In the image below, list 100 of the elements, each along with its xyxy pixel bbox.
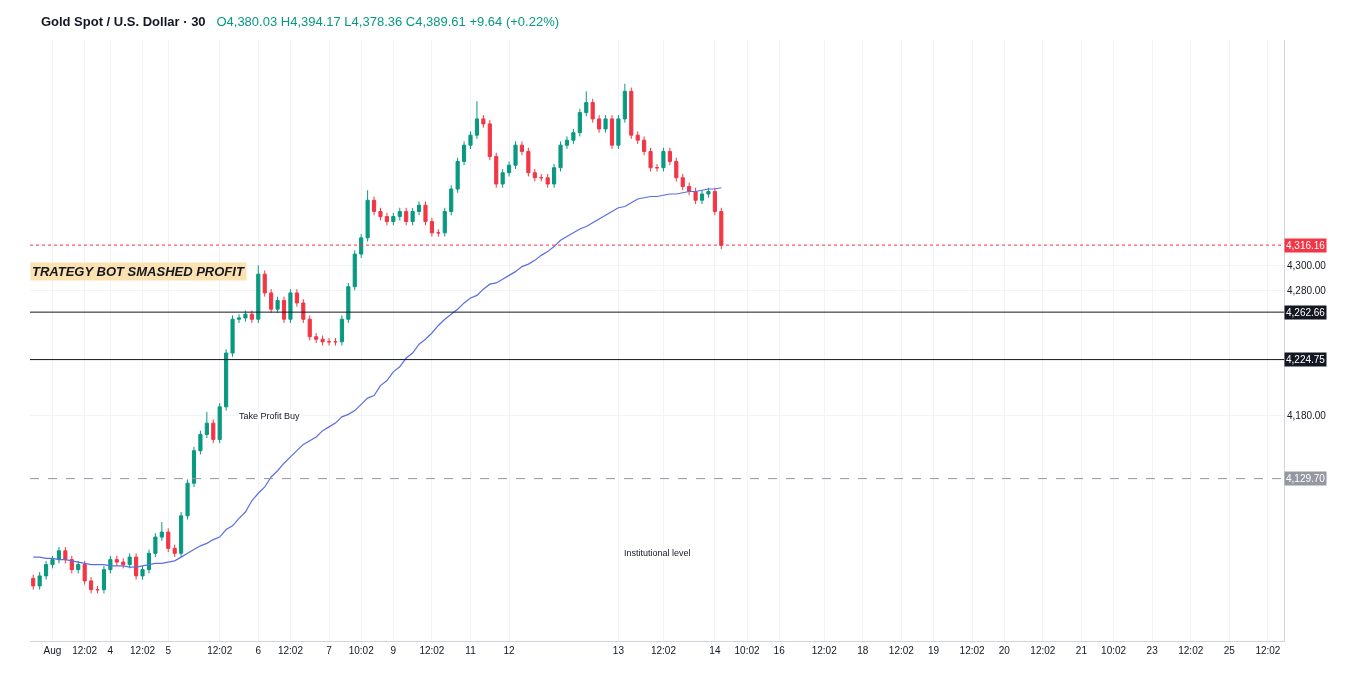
candlestick — [616, 114, 621, 150]
x-tick-label: 12:02 — [277, 645, 304, 656]
candlestick — [230, 314, 235, 358]
x-tick-label: 7 — [326, 645, 333, 656]
x-tick-label: 12:02 — [130, 645, 156, 656]
candlestick — [339, 314, 344, 347]
candlestick — [648, 147, 653, 172]
candlestick — [31, 574, 36, 591]
candlestick — [288, 288, 293, 324]
candlestick — [307, 314, 312, 341]
x-tick-label: 14 — [709, 645, 721, 656]
x-tick-label: 12:02 — [72, 645, 98, 656]
y-tick-label: 4,300.00 — [1287, 259, 1327, 271]
x-tick-label: 12:02 — [811, 645, 838, 656]
candlestick — [687, 182, 692, 196]
ref-line-label: 4,262.66 — [1286, 307, 1326, 318]
x-tick-label: 12:02 — [1030, 645, 1056, 656]
candlestick — [455, 157, 460, 194]
x-tick-label: 12 — [503, 645, 516, 656]
candlestick — [558, 140, 563, 172]
x-tick-label: 12:02 — [650, 645, 677, 656]
candlestick — [224, 348, 229, 412]
x-tick-label: 25 — [1223, 645, 1236, 656]
candlestick — [622, 83, 627, 124]
candlestick — [699, 189, 705, 205]
y-tick-label: 4,180.00 — [1287, 410, 1327, 422]
x-tick-label: 13 — [612, 645, 625, 656]
x-tick-label: 20 — [998, 645, 1011, 656]
candlestick — [101, 565, 107, 594]
candlestick — [603, 114, 608, 134]
candlestick — [179, 511, 184, 558]
x-tick-label: 18 — [857, 645, 869, 656]
candlestick — [391, 212, 396, 226]
candlestick — [121, 557, 126, 569]
ref-line-label: 4,224.75 — [1286, 354, 1326, 365]
x-tick-label: 10:02 — [1101, 645, 1127, 656]
candlestick — [410, 207, 415, 226]
candlestick — [661, 147, 666, 172]
candlestick — [82, 560, 87, 586]
candlestick — [712, 187, 717, 216]
x-tick-label: 12:02 — [207, 645, 233, 656]
x-tick-label: Aug — [43, 645, 62, 656]
candlestick — [236, 313, 242, 324]
candlestick — [63, 546, 68, 564]
ref-line-label: 4,316.16 — [1286, 240, 1326, 251]
x-tick-label: 12:02 — [888, 645, 915, 656]
candlestick — [191, 446, 197, 488]
candlestick — [416, 201, 422, 216]
candlestick — [89, 576, 94, 594]
candlestick — [532, 168, 537, 182]
candlestick — [378, 207, 383, 221]
candlestick — [513, 140, 518, 170]
x-tick-label: 12:02 — [419, 645, 445, 656]
candlestick — [166, 527, 171, 553]
ref-line-label: 4,129.70 — [1286, 473, 1326, 484]
candlestick — [294, 288, 299, 308]
candlestick — [590, 98, 595, 124]
candlestick — [50, 555, 55, 569]
candlestick — [667, 147, 672, 166]
x-tick-label: 21 — [1075, 645, 1088, 656]
annotation: TRATEGY BOT SMASHED PROFIT — [32, 264, 245, 279]
candlestick — [609, 114, 615, 150]
candlestick — [146, 549, 152, 574]
x-tick-label: 5 — [165, 645, 172, 656]
candlestick — [423, 201, 428, 226]
x-tick-label: 11 — [465, 645, 477, 656]
x-tick-label: 4 — [107, 645, 114, 656]
candlestick — [314, 332, 319, 344]
candlestick — [172, 544, 177, 558]
candlestick — [500, 168, 505, 189]
candlestick — [404, 207, 409, 226]
candlestick — [262, 269, 267, 298]
candlestick — [365, 189, 370, 243]
candlestick — [44, 560, 49, 581]
candlestick — [153, 532, 158, 558]
candlestick — [243, 309, 248, 323]
candlestick — [674, 157, 679, 182]
candlestick — [371, 196, 377, 216]
chart-title: Gold Spot / U.S. Dollar · 30 — [40, 14, 206, 30]
candlestick — [680, 173, 685, 191]
annotation: Take Profit Buy — [239, 411, 301, 421]
candlestick — [564, 135, 570, 150]
candlestick — [140, 565, 145, 581]
candlestick — [114, 555, 119, 567]
x-tick-label: 12:02 — [959, 645, 986, 656]
candlestick — [487, 119, 492, 161]
candlestick — [127, 552, 132, 569]
candlestick — [526, 147, 531, 177]
chart-subtitle: O4,380.03 H4,394.17 L4,378.36 C4,389.61 +9.64 (+0.22%) — [216, 14, 560, 30]
x-tick-label: 16 — [773, 645, 786, 656]
candlestick — [352, 249, 357, 291]
candlestick — [217, 402, 222, 444]
x-tick-label: 10:02 — [734, 645, 760, 656]
candlestick — [571, 128, 576, 145]
candlestick — [198, 430, 203, 455]
candlestick — [494, 152, 499, 189]
x-tick-label: 23 — [1146, 645, 1159, 656]
candlestick — [474, 100, 480, 140]
candlestick — [597, 114, 602, 134]
x-tick-label: 19 — [927, 645, 940, 656]
